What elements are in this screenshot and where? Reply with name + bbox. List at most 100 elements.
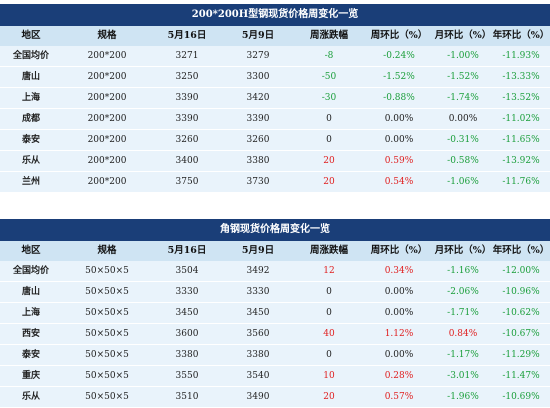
table-row: 重庆 50×50×5 3550 3540 10 0.28% -3.01% -11.47% <box>0 366 550 387</box>
table-header: 地区 规格 5月16日 5月9日 周涨跌幅 周环比（%） 月环比（%） 年环比（… <box>0 26 550 46</box>
cell-yearly-pct: -11.65% <box>502 135 540 145</box>
header-date-current: 5月16日 <box>167 30 207 41</box>
cell-yearly-pct: -11.47% <box>502 371 540 381</box>
cell-price-current: 3250 <box>175 72 199 82</box>
header-region: 地区 <box>21 245 41 256</box>
cell-spec: 50×50×5 <box>85 329 129 339</box>
cell-price-current: 3390 <box>175 114 199 124</box>
cell-weekly-change: 20 <box>323 392 335 402</box>
cell-region: 乐从 <box>21 392 40 402</box>
cell-region: 唐山 <box>21 287 40 297</box>
cell-spec: 200*200 <box>87 72 127 82</box>
cell-region: 兰州 <box>21 177 40 187</box>
cell-monthly-pct: -0.58% <box>447 156 479 166</box>
cell-yearly-pct: -11.93% <box>502 51 540 61</box>
cell-price-current: 3600 <box>175 329 199 339</box>
cell-yearly-pct: -12.00% <box>502 266 540 276</box>
cell-monthly-pct: -1.52% <box>447 72 479 82</box>
cell-price-previous: 3492 <box>246 266 270 276</box>
table-row: 兰州 200*200 3750 3730 20 0.54% -1.06% -11.76% <box>0 172 550 193</box>
cell-weekly-change: 20 <box>323 156 335 166</box>
cell-region: 上海 <box>21 93 40 103</box>
table-title: 200*200H型钢现货价格周变化一览 <box>0 4 550 26</box>
cell-weekly-pct: 0.57% <box>384 392 414 402</box>
cell-yearly-pct: -10.96% <box>502 287 540 297</box>
cell-weekly-change: 0 <box>326 308 332 318</box>
cell-weekly-pct: 0.28% <box>384 371 414 381</box>
header-spec: 规格 <box>97 30 117 41</box>
header-monthly-pct: 月环比（%） <box>434 245 492 256</box>
cell-spec: 50×50×5 <box>85 392 129 402</box>
cell-yearly-pct: -10.67% <box>502 329 540 339</box>
header-spec: 规格 <box>97 245 117 256</box>
cell-monthly-pct: -0.31% <box>447 135 479 145</box>
table-row: 泰安 200*200 3260 3260 0 0.00% -0.31% -11.65% <box>0 130 550 151</box>
cell-region: 乐从 <box>21 156 40 166</box>
table-row: 泰安 50×50×5 3380 3380 0 0.00% -1.17% -11.29% <box>0 345 550 366</box>
cell-monthly-pct: 0.84% <box>448 329 478 339</box>
cell-spec: 200*200 <box>87 114 127 124</box>
cell-yearly-pct: -13.52% <box>502 93 540 103</box>
cell-weekly-pct: 0.34% <box>384 266 414 276</box>
cell-weekly-change: 0 <box>326 350 332 360</box>
cell-weekly-change: 0 <box>326 287 332 297</box>
cell-spec: 50×50×5 <box>85 266 129 276</box>
cell-monthly-pct: -1.06% <box>447 177 479 187</box>
cell-spec: 200*200 <box>87 156 127 166</box>
cell-weekly-pct: 0.54% <box>384 177 414 187</box>
cell-weekly-pct: -0.88% <box>383 93 415 103</box>
cell-price-previous: 3730 <box>246 177 270 187</box>
cell-region: 全国均价 <box>12 51 49 61</box>
cell-weekly-pct: 0.00% <box>384 308 414 318</box>
cell-price-current: 3504 <box>175 266 199 276</box>
header-weekly-change: 周涨跌幅 <box>309 245 348 256</box>
table-row: 成都 200*200 3390 3390 0 0.00% 0.00% -11.02% <box>0 109 550 130</box>
cell-price-current: 3450 <box>175 308 199 318</box>
cell-yearly-pct: -13.92% <box>502 156 540 166</box>
table-row: 唐山 200*200 3250 3300 -50 -1.52% -1.52% -13.33% <box>0 67 550 88</box>
cell-weekly-change: 12 <box>323 266 335 276</box>
cell-spec: 200*200 <box>87 93 127 103</box>
cell-spec: 50×50×5 <box>85 308 129 318</box>
cell-price-previous: 3490 <box>246 392 270 402</box>
cell-monthly-pct: -2.06% <box>447 287 479 297</box>
cell-weekly-pct: 1.12% <box>384 329 414 339</box>
cell-region: 唐山 <box>21 72 40 82</box>
cell-price-current: 3750 <box>175 177 199 187</box>
cell-monthly-pct: -3.01% <box>447 371 479 381</box>
cell-region: 成都 <box>21 114 40 124</box>
table-row: 上海 200*200 3390 3420 -30 -0.88% -1.74% -13.52% <box>0 88 550 109</box>
cell-weekly-change: 0 <box>326 114 332 124</box>
cell-weekly-change: 40 <box>323 329 335 339</box>
cell-region: 全国均价 <box>12 266 49 276</box>
angle-steel-price-table: 角钢现货价格周变化一览 地区 规格 5月16日 5月9日 周涨跌幅 周环比（%）… <box>0 219 550 408</box>
cell-weekly-pct: 0.00% <box>384 350 414 360</box>
header-weekly-pct: 周环比（%） <box>370 30 428 41</box>
cell-price-previous: 3560 <box>246 329 270 339</box>
cell-weekly-pct: 0.00% <box>384 135 414 145</box>
cell-weekly-pct: -0.24% <box>383 51 415 61</box>
table-row: 唐山 50×50×5 3330 3330 0 0.00% -2.06% -10.96% <box>0 282 550 303</box>
cell-weekly-change: -8 <box>324 51 334 61</box>
cell-spec: 200*200 <box>87 135 127 145</box>
cell-region: 上海 <box>21 308 40 318</box>
table-body: 全国均价 200*200 3271 3279 -8 -0.24% -1.00% -11.93%… <box>0 46 550 193</box>
cell-region: 泰安 <box>21 350 40 360</box>
cell-price-previous: 3279 <box>246 51 270 61</box>
cell-weekly-pct: -1.52% <box>383 72 415 82</box>
cell-region: 泰安 <box>21 135 40 145</box>
header-yearly-pct: 年环比（%） <box>492 30 550 41</box>
cell-price-current: 3550 <box>175 371 199 381</box>
cell-monthly-pct: -1.17% <box>447 350 479 360</box>
cell-price-previous: 3540 <box>246 371 270 381</box>
table-row: 乐从 50×50×5 3510 3490 20 0.57% -1.96% -10.69% <box>0 387 550 408</box>
cell-spec: 200*200 <box>87 51 127 61</box>
header-date-previous: 5月9日 <box>241 245 275 256</box>
cell-price-previous: 3380 <box>246 350 270 360</box>
cell-price-previous: 3420 <box>246 93 270 103</box>
table-title: 角钢现货价格周变化一览 <box>0 219 550 241</box>
cell-price-current: 3380 <box>175 350 199 360</box>
cell-weekly-change: 20 <box>323 177 335 187</box>
cell-spec: 50×50×5 <box>85 350 129 360</box>
cell-price-current: 3271 <box>175 51 199 61</box>
